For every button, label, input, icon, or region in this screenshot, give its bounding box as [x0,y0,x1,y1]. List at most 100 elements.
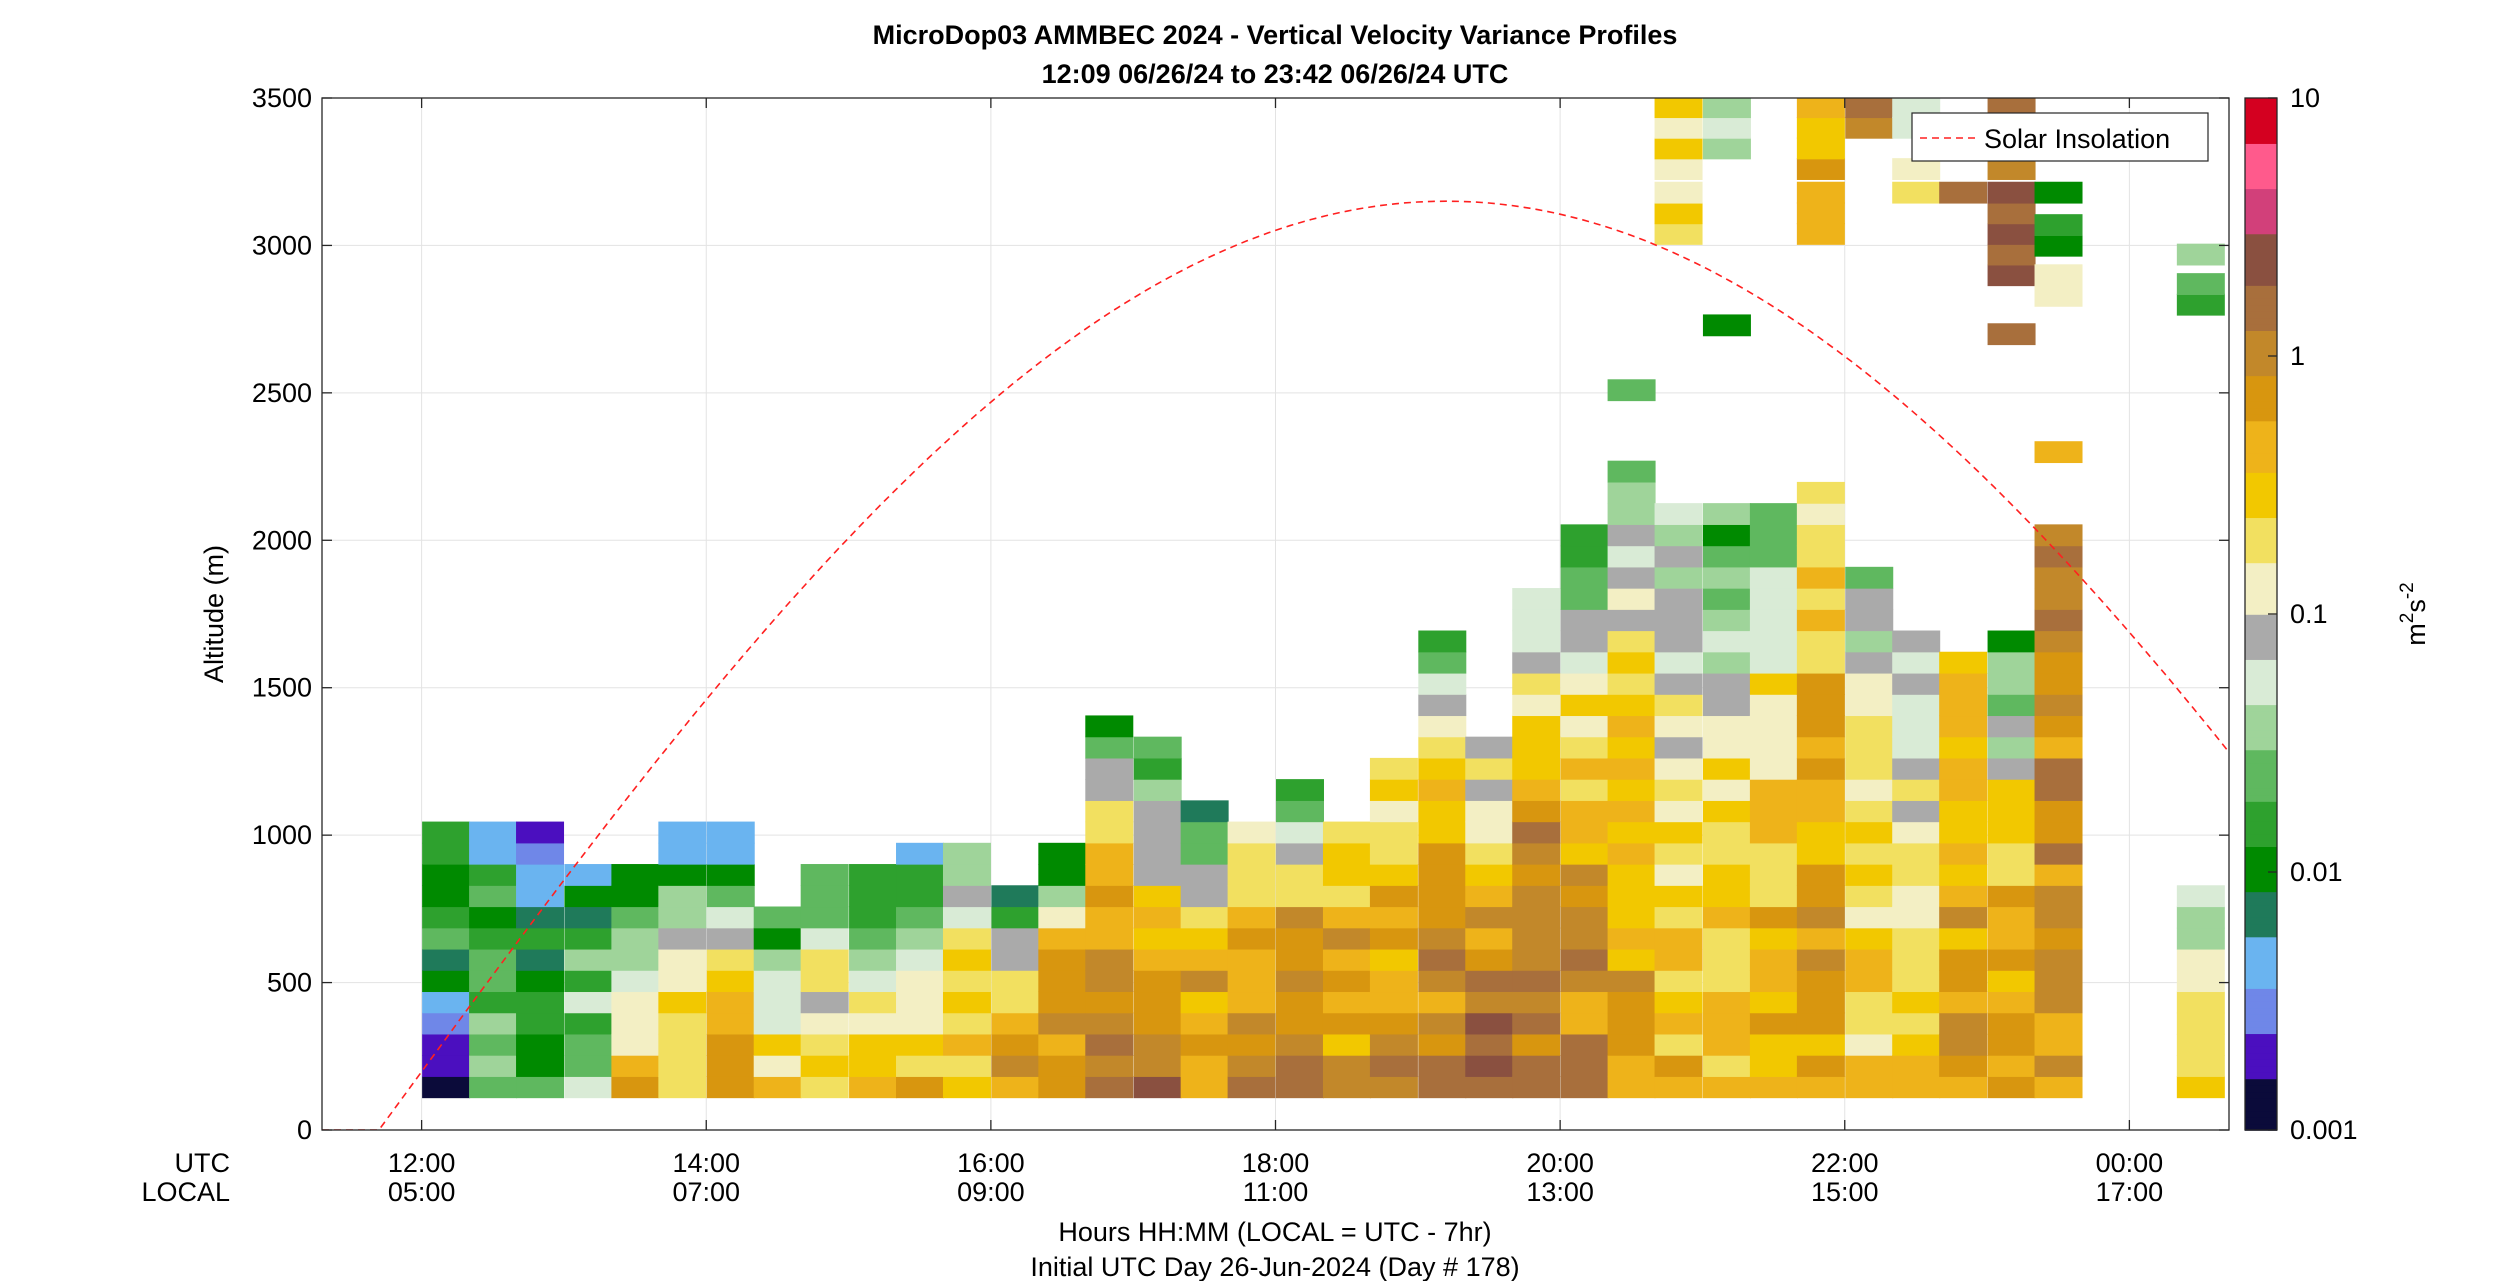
heatmap-cell [2034,630,2083,653]
heatmap-cell [422,821,471,844]
heatmap-cell [1702,927,1751,950]
heatmap-cell [1085,715,1134,738]
heatmap-cell [1133,948,1182,971]
heatmap-cell [1987,672,2036,695]
heatmap-cell [1702,1076,1751,1099]
heatmap-cell [422,991,471,1014]
heatmap-cell [1465,864,1514,886]
colorbar-step [2245,672,2277,680]
heatmap-cell [1654,503,1703,525]
heatmap-cell [1654,948,1703,971]
heatmap-cell [1465,970,1514,993]
heatmap-cell [1512,1033,1561,1056]
heatmap-cell [2034,181,2083,204]
heatmap-cell [1892,864,1941,886]
heatmap-cell [1892,991,1941,1014]
heatmap-cell [1038,991,1087,1014]
heatmap-cell [2034,1055,2083,1077]
heatmap-cell [1845,948,1894,971]
heatmap-cell [1322,970,1371,993]
colorbar-step [2245,884,2277,893]
heatmap-cell [2176,1055,2225,1077]
heatmap-cell [1560,757,1609,780]
heatmap-cell [942,906,991,929]
colorbar-step [2245,485,2277,493]
heatmap-cell [1275,948,1324,971]
colorbar-step [2245,743,2277,751]
heatmap-cell [706,991,755,1014]
heatmap-cell [1749,842,1798,865]
heatmap-cell [1654,991,1703,1014]
heatmap-cell [564,991,613,1014]
heatmap-cell [1038,885,1087,908]
heatmap-cell [991,927,1040,950]
heatmap-cell [1369,991,1418,1014]
heatmap-cell [1607,651,1656,674]
heatmap-cell [422,1076,471,1099]
heatmap-cell [1560,672,1609,695]
colorbar-step [2245,846,2277,854]
y-axis-ticks: 0 500 1000 1500 2000 2500 3000 3500 [252,83,2229,1145]
colorbar-step [2245,536,2277,544]
heatmap-cell [1512,842,1561,865]
heatmap-cell [2034,1012,2083,1035]
heatmap-cell [1702,651,1751,674]
heatmap-cell [658,885,707,908]
colorbar-step [2245,188,2277,196]
colorbar-step [2245,755,2277,764]
heatmap-cell [1085,736,1134,759]
heatmap-cell [1418,694,1467,717]
heatmap-cell [1085,948,1134,971]
heatmap-cell [516,1033,565,1056]
heatmap-cell [1749,630,1798,653]
heatmap-cell [1275,1055,1324,1077]
colorbar-step [2245,549,2277,557]
heatmap-cell [1702,545,1751,568]
heatmap-cell [2176,885,2225,908]
heatmap-cell [800,970,849,993]
heatmap-cell [2176,927,2225,950]
heatmap-cell [1512,948,1561,971]
heatmap-cell [1560,885,1609,908]
heatmap-cell [753,991,802,1014]
heatmap-cell [1987,264,2036,287]
heatmap-cell [1892,158,1941,180]
heatmap-cell [1796,672,1845,695]
heatmap-cell [1322,1033,1371,1056]
colorbar-step [2245,491,2277,499]
heatmap-cell [1749,757,1798,780]
colorbar-step [2245,1046,2277,1054]
heatmap-cell [1796,800,1845,823]
colorbar-step [2245,523,2277,531]
heatmap-cell [1607,503,1656,525]
heatmap-cell [1607,779,1656,801]
heatmap-cell [1845,116,1894,139]
heatmap-cell [1607,821,1656,844]
heatmap-cell [516,927,565,950]
heatmap-cell [1654,885,1703,908]
heatmap-cell [1322,991,1371,1014]
heatmap-cell [1845,1012,1894,1035]
heatmap-cell [2176,948,2225,971]
heatmap-cell [1607,545,1656,568]
x-axis-label: Hours HH:MM (LOCAL = UTC - 7hr) [1058,1217,1491,1247]
heatmap-cell [1987,779,2036,801]
heatmap-cell [1275,1012,1324,1035]
heatmap-cell [1418,736,1467,759]
heatmap-cell [1275,1076,1324,1099]
heatmap-cell [1749,1012,1798,1035]
heatmap-cell [1845,630,1894,653]
heatmap-cell [1607,1076,1656,1099]
heatmap-cell [1939,1055,1988,1077]
colorbar-step [2245,942,2277,951]
y-tick-label: 1500 [252,673,312,703]
heatmap-cell [1939,651,1988,674]
heatmap-cell [1512,1076,1561,1099]
heatmap-cell [1038,927,1087,950]
heatmap-cell [1892,715,1941,738]
colorbar-step [2245,1052,2277,1060]
heatmap-cell [1180,885,1229,908]
heatmap-cell [1369,800,1418,823]
heatmap-cell [1654,672,1703,695]
